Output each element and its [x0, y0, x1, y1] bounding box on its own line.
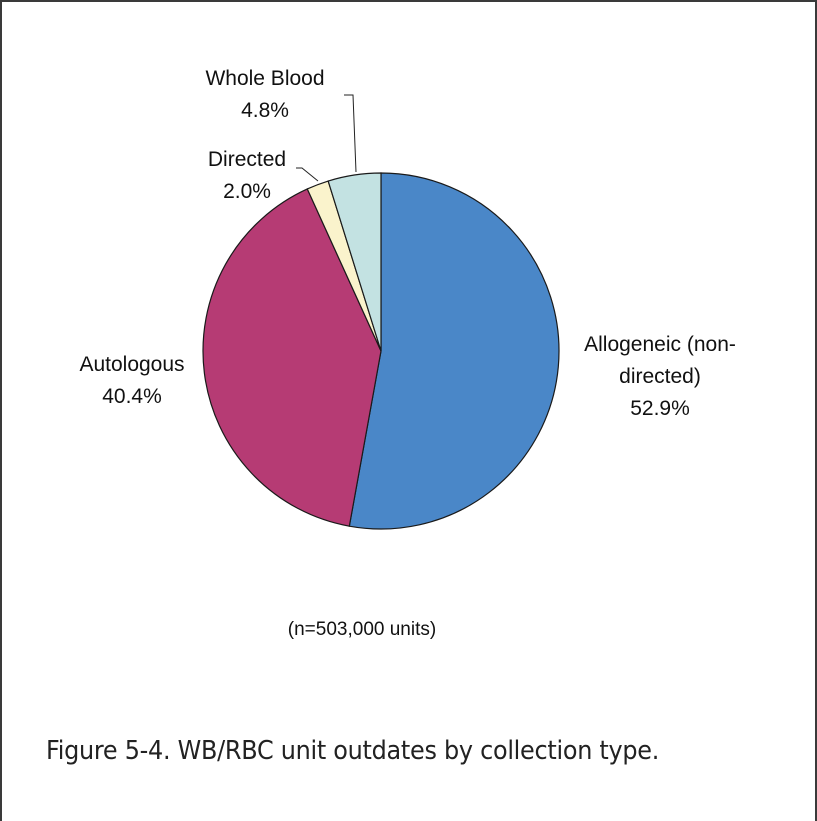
- leader-line-directed: [296, 167, 319, 182]
- pie-slice-allogeneic: [348, 172, 560, 530]
- label-allogeneic-line1: Allogeneic (non-: [584, 333, 736, 356]
- value-allogeneic: 52.9%: [630, 397, 690, 420]
- pie-slice-whole-blood: [327, 172, 382, 352]
- pie-slice-autologous: [202, 188, 382, 527]
- value-autologous: 40.4%: [102, 385, 162, 408]
- label-directed: Directed: [208, 148, 286, 171]
- leader-line-whole-blood: [344, 94, 357, 173]
- leader-lines: [296, 94, 357, 182]
- figure-frame-top: [0, 0, 817, 2]
- label-allogeneic-line2: directed): [619, 365, 701, 388]
- sample-size-note: (n=503,000 units): [287, 619, 437, 640]
- value-directed: 2.0%: [223, 180, 271, 203]
- slice-labels: Allogeneic (non- directed) 52.9% Autolog…: [79, 67, 735, 420]
- value-whole-blood: 4.8%: [241, 99, 289, 122]
- figure-caption: Figure 5-4. WB/RBC unit outdates by coll…: [46, 736, 660, 766]
- label-whole-blood: Whole Blood: [205, 67, 324, 90]
- label-autologous: Autologous: [79, 353, 184, 376]
- pie-slices: [202, 172, 560, 530]
